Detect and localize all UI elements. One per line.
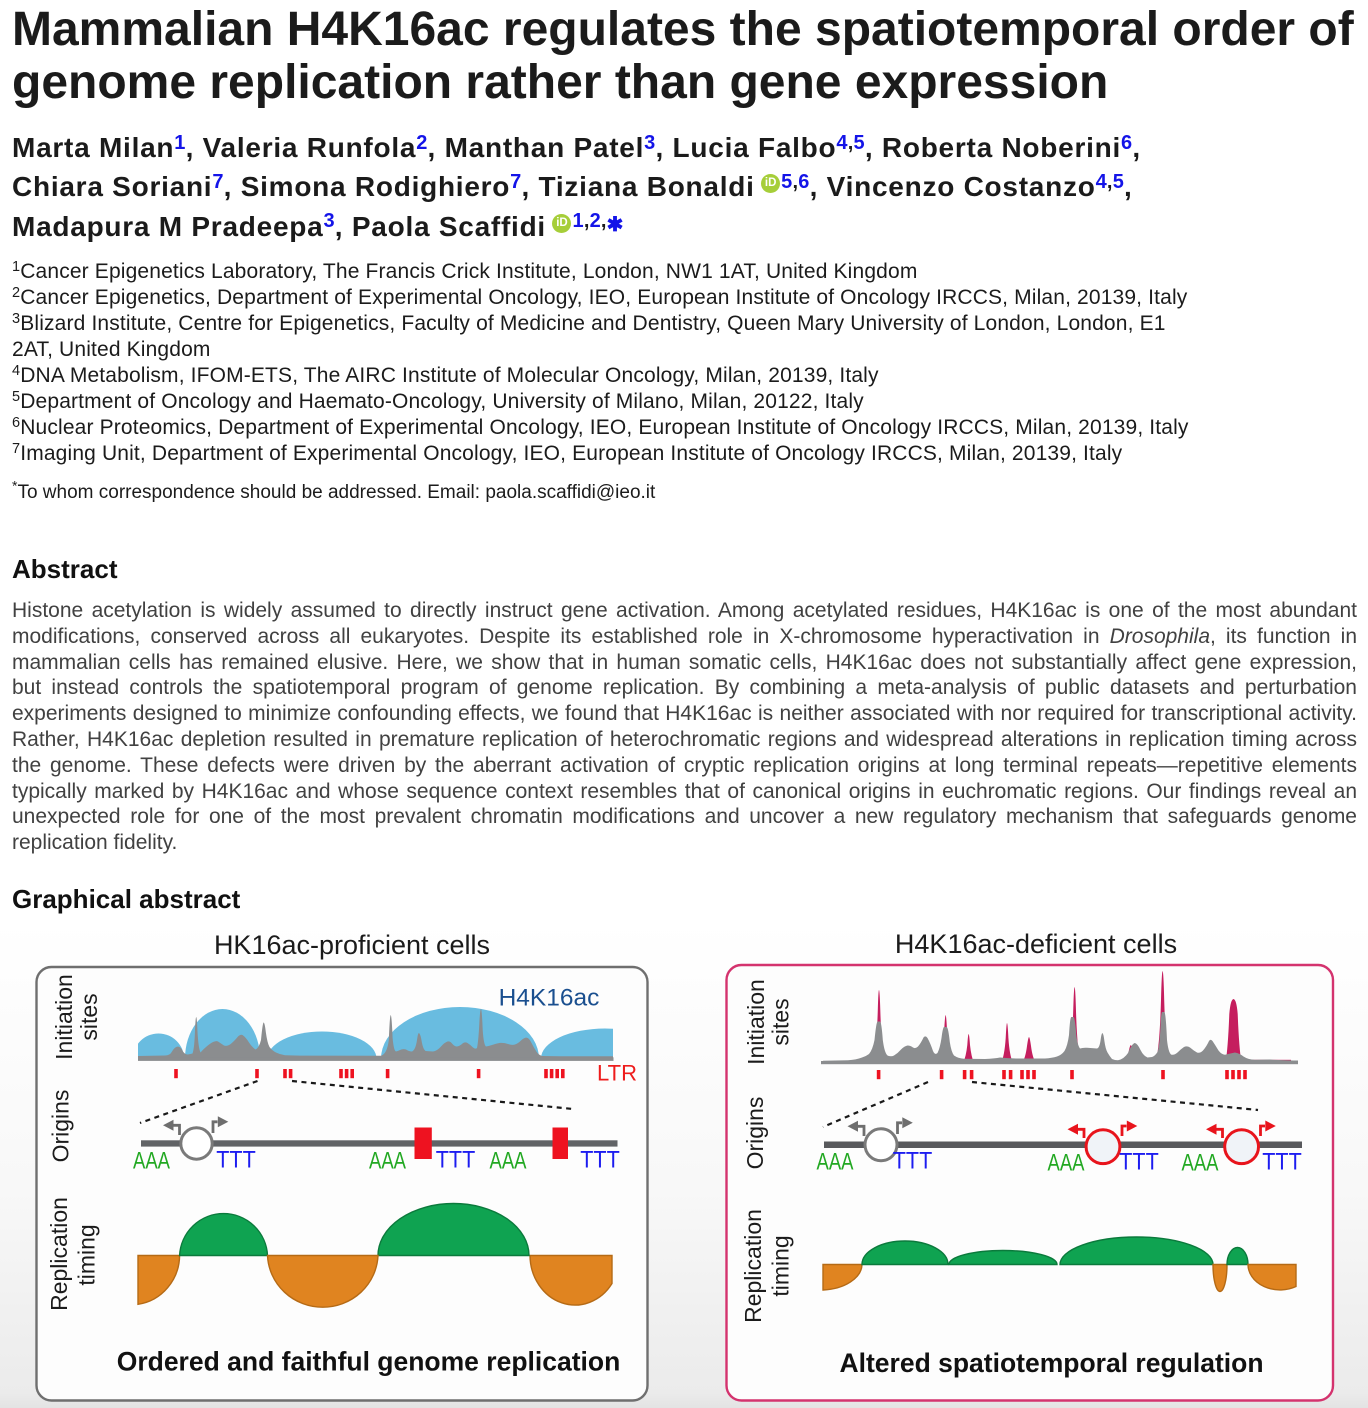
svg-text:TTT: TTT	[580, 1147, 620, 1174]
svg-text:Initiation: Initiation	[51, 974, 77, 1060]
svg-text:LTR: LTR	[597, 1061, 637, 1086]
svg-text:Initiation: Initiation	[743, 979, 769, 1065]
svg-text:H4K16ac-deficient cells: H4K16ac-deficient cells	[895, 929, 1177, 959]
svg-text:Origins: Origins	[48, 1090, 74, 1163]
svg-text:Replication: Replication	[46, 1197, 72, 1311]
svg-text:Origins: Origins	[742, 1097, 768, 1170]
svg-text:sites: sites	[768, 998, 794, 1045]
svg-text:Replication: Replication	[740, 1209, 766, 1323]
svg-text:TTT: TTT	[1119, 1149, 1159, 1176]
svg-text:AAA: AAA	[490, 1148, 527, 1175]
svg-text:Altered spatiotemporal regulat: Altered spatiotemporal regulation	[839, 1348, 1263, 1378]
svg-text:H4K16ac: H4K16ac	[499, 985, 600, 1012]
svg-text:AAA: AAA	[369, 1148, 406, 1175]
svg-text:Ordered and faithful genome re: Ordered and faithful genome replication	[117, 1347, 621, 1377]
svg-text:AAA: AAA	[1048, 1150, 1085, 1177]
svg-text:sites: sites	[76, 993, 102, 1040]
svg-text:HK16ac-proficient cells: HK16ac-proficient cells	[214, 930, 490, 960]
svg-text:TTT: TTT	[216, 1147, 256, 1174]
svg-text:TTT: TTT	[1262, 1149, 1302, 1176]
svg-text:TTT: TTT	[893, 1148, 933, 1175]
svg-text:AAA: AAA	[1182, 1150, 1219, 1177]
svg-text:timing: timing	[768, 1235, 794, 1296]
svg-text:TTT: TTT	[436, 1147, 476, 1174]
svg-text:AAA: AAA	[817, 1149, 854, 1176]
svg-text:AAA: AAA	[133, 1148, 170, 1175]
svg-text:timing: timing	[74, 1224, 100, 1285]
